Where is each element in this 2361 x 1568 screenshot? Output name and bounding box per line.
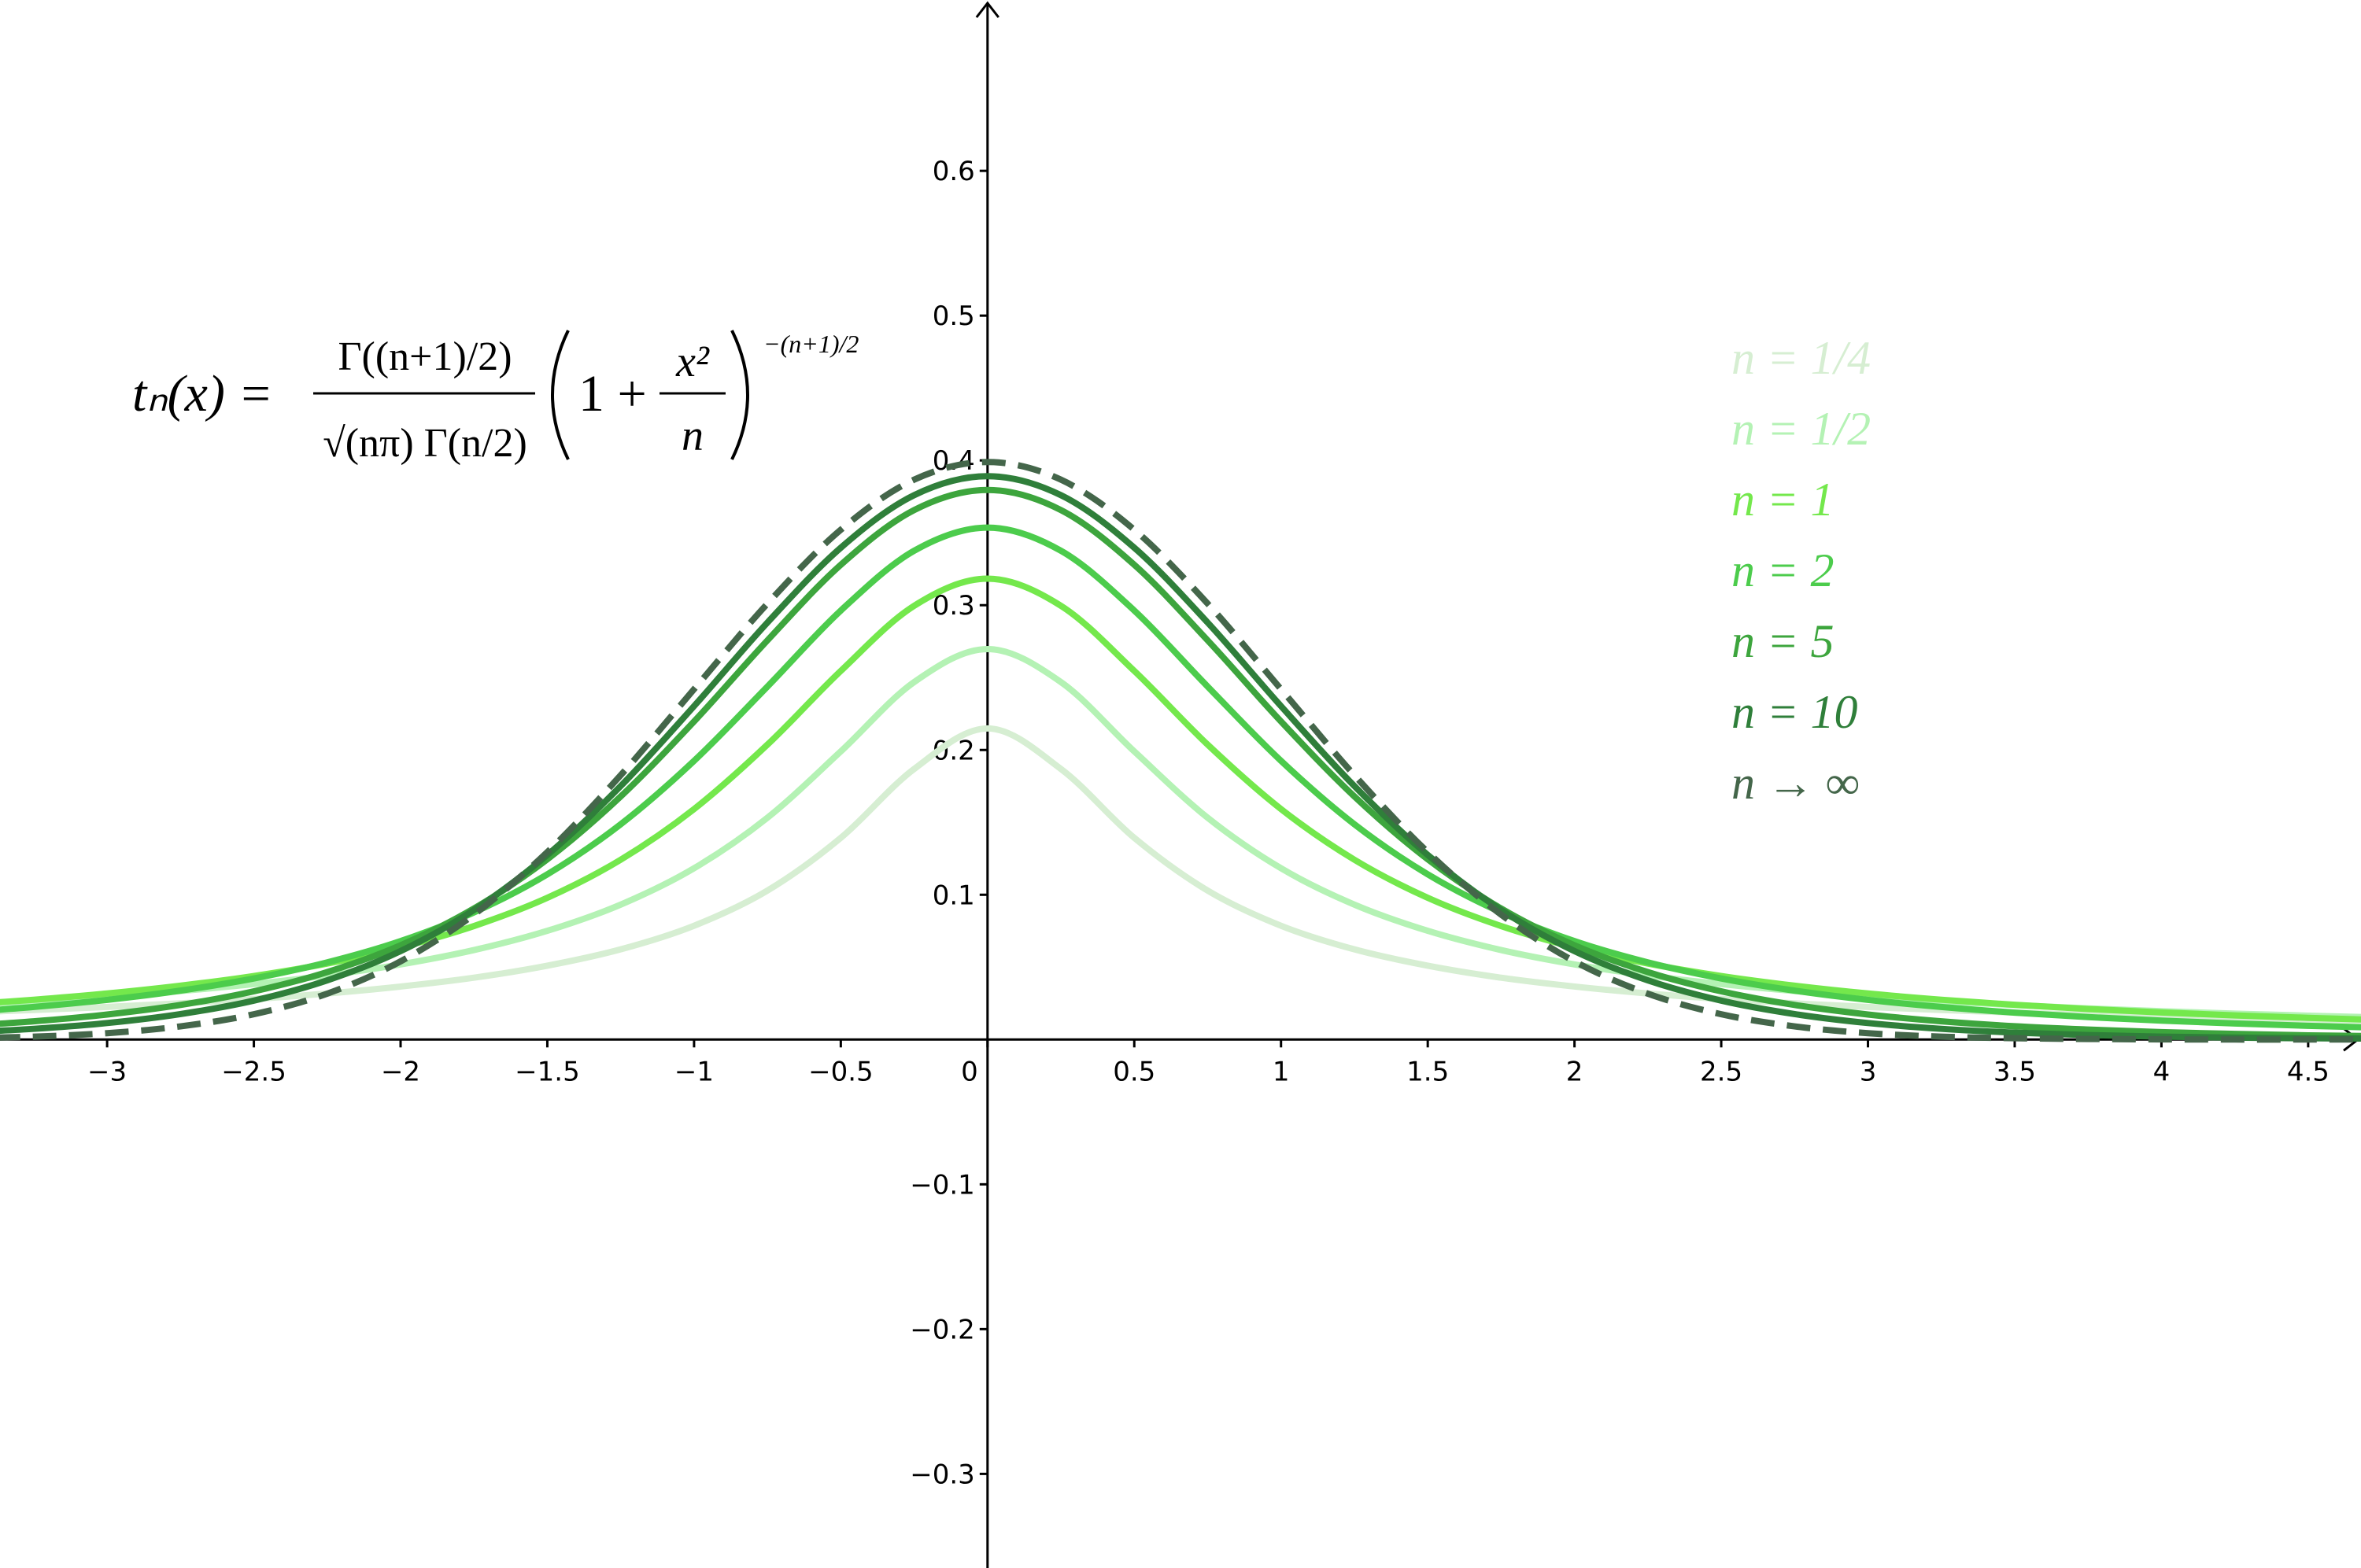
formula-x-denominator: n [682,411,704,460]
x-tick-label: −2.5 [221,1056,286,1087]
series-line [0,486,2361,1039]
legend-entry: n = 1 [1731,474,1834,526]
x-tick-label: 2 [1566,1056,1583,1087]
x-tick-label: 2.5 [1700,1056,1742,1087]
x-tick-label: 3 [1860,1056,1877,1087]
x-tick-label: −3 [87,1056,127,1087]
series-line [0,524,2361,1031]
x-tick-label: −0.5 [808,1056,874,1087]
series-line [0,459,2361,1043]
y-tick-label: −0.3 [910,1459,975,1490]
x-tick-label: 3.5 [1993,1056,2036,1087]
y-axis-arrow [975,1,1000,18]
plot-area [0,459,2361,1043]
x-tick-label: −1 [674,1056,714,1087]
y-tick-label: 0.5 [933,301,975,332]
formula-x-numerator: x² [675,338,710,386]
formula-base: 1 + [578,365,647,422]
y-tick-label: −0.2 [910,1314,975,1345]
x-tick-label: 4 [2153,1056,2171,1087]
x-tick-label: 1.5 [1406,1056,1449,1087]
y-tick-label: 0.1 [933,880,975,911]
series-line [0,473,2361,1042]
x-tick-label: −2 [381,1056,420,1087]
x-tick-label: 0 [961,1056,978,1087]
series-line [0,725,2361,1024]
formula-exponent: −(n+1)/2 [763,330,859,358]
formula: tₙ(x) = Γ((n+1)/2) √(nπ) Γ(n/2) 1 + x² n… [132,330,859,466]
legend-entry: n → ∞ [1731,757,1860,809]
x-tick-label: 4.5 [2287,1056,2330,1087]
y-tick-label: −0.1 [910,1169,975,1201]
x-tick-label: 0.5 [1113,1056,1155,1087]
x-tick-label: −1.5 [515,1056,580,1087]
x-tick-label: 1 [1273,1056,1290,1087]
y-tick-label: 0.6 [933,156,975,187]
legend-entry: n = 5 [1731,615,1834,667]
legend-entry: n = 10 [1731,686,1858,738]
legend-entry: n = 1/2 [1731,403,1871,455]
right-paren [730,330,749,460]
formula-numerator: Γ((n+1)/2) [338,334,512,379]
y-tick-label: 0.3 [933,590,975,622]
left-paren [551,330,570,460]
legend-entry: n = 2 [1731,544,1834,596]
formula-lhs: tₙ(x) = [132,365,273,422]
legend-entry: n = 1/4 [1731,332,1871,384]
formula-denominator: √(nπ) Γ(n/2) [323,421,527,466]
